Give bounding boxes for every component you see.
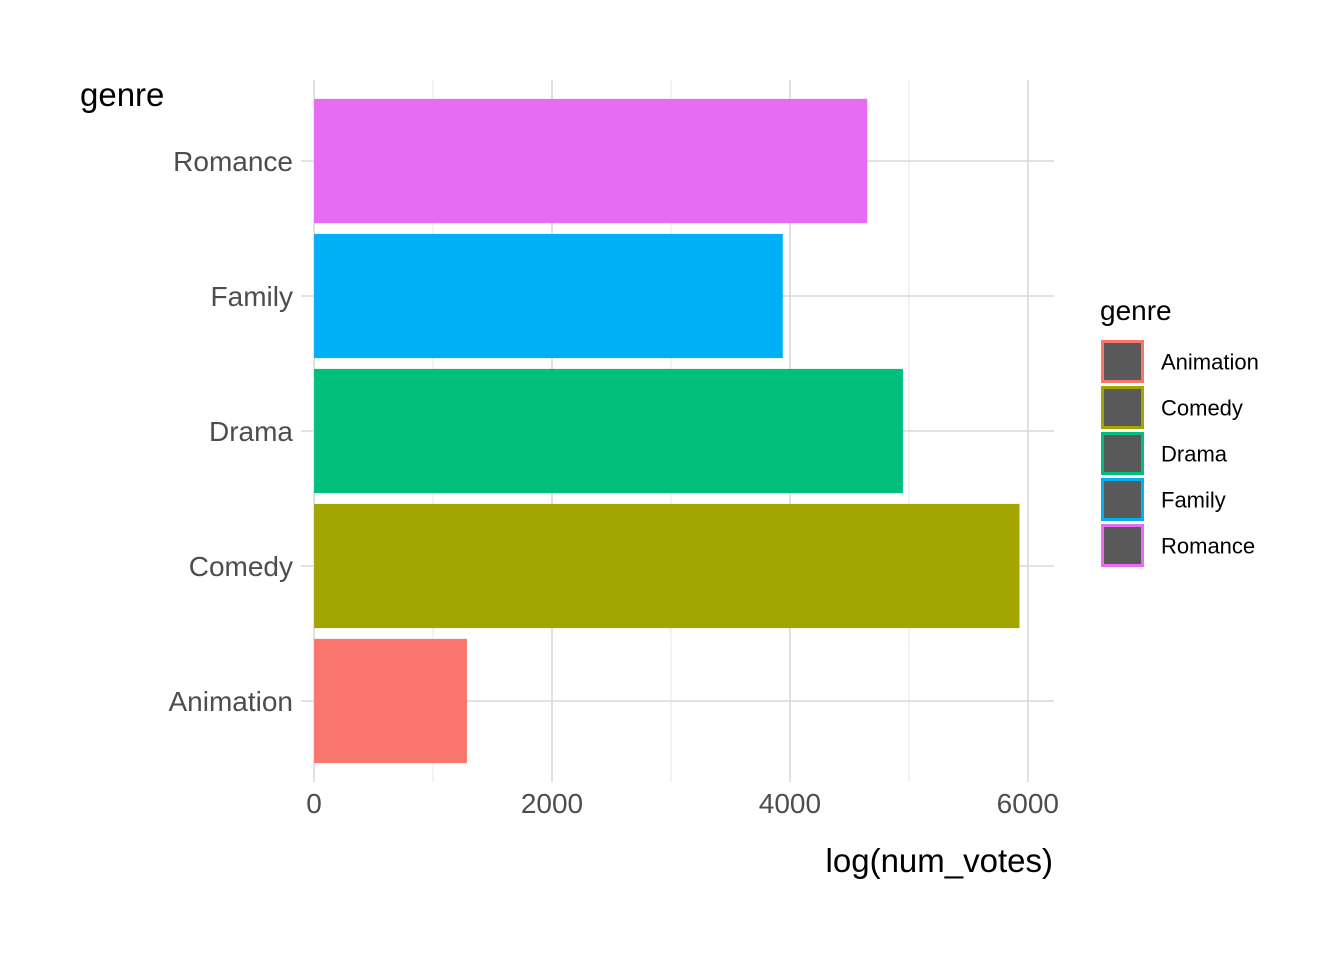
y-tick-label-family: Family xyxy=(211,281,293,312)
legend-key-family xyxy=(1101,478,1144,521)
legend-label-drama: Drama xyxy=(1161,442,1228,467)
y-tick-label-romance: Romance xyxy=(173,146,293,177)
y-tick-label-drama: Drama xyxy=(209,416,293,447)
y-axis-title: genre xyxy=(80,76,164,113)
legend-label-family: Family xyxy=(1161,488,1226,513)
legend-label-romance: Romance xyxy=(1161,534,1255,559)
bar-drama xyxy=(314,368,903,494)
y-axis-tick-labels: Animation Comedy Drama Family Romance xyxy=(168,146,293,717)
legend-label-comedy: Comedy xyxy=(1161,396,1243,421)
y-tick-label-comedy: Comedy xyxy=(189,551,293,582)
x-tick-label: 4000 xyxy=(759,788,821,819)
legend-key-romance xyxy=(1101,524,1144,567)
bar-romance xyxy=(314,98,868,224)
x-axis-tick-labels: 0 2000 4000 6000 xyxy=(306,788,1059,819)
y-tick-label-animation: Animation xyxy=(168,686,293,717)
x-tick-label: 0 xyxy=(306,788,322,819)
bar-animation xyxy=(314,638,467,764)
legend-label-animation: Animation xyxy=(1161,350,1259,375)
legend-key-comedy xyxy=(1101,386,1144,429)
legend-key-drama xyxy=(1101,432,1144,475)
bar-comedy xyxy=(314,503,1020,629)
legend: genre Animation Comedy Drama Family Romance xyxy=(1100,295,1259,567)
x-axis-title: log(num_votes) xyxy=(826,842,1053,879)
bar-family xyxy=(314,233,783,359)
legend-title: genre xyxy=(1100,295,1172,326)
bars xyxy=(314,98,1020,764)
legend-key-animation xyxy=(1101,340,1144,383)
x-tick-label: 6000 xyxy=(997,788,1059,819)
x-tick-label: 2000 xyxy=(521,788,583,819)
